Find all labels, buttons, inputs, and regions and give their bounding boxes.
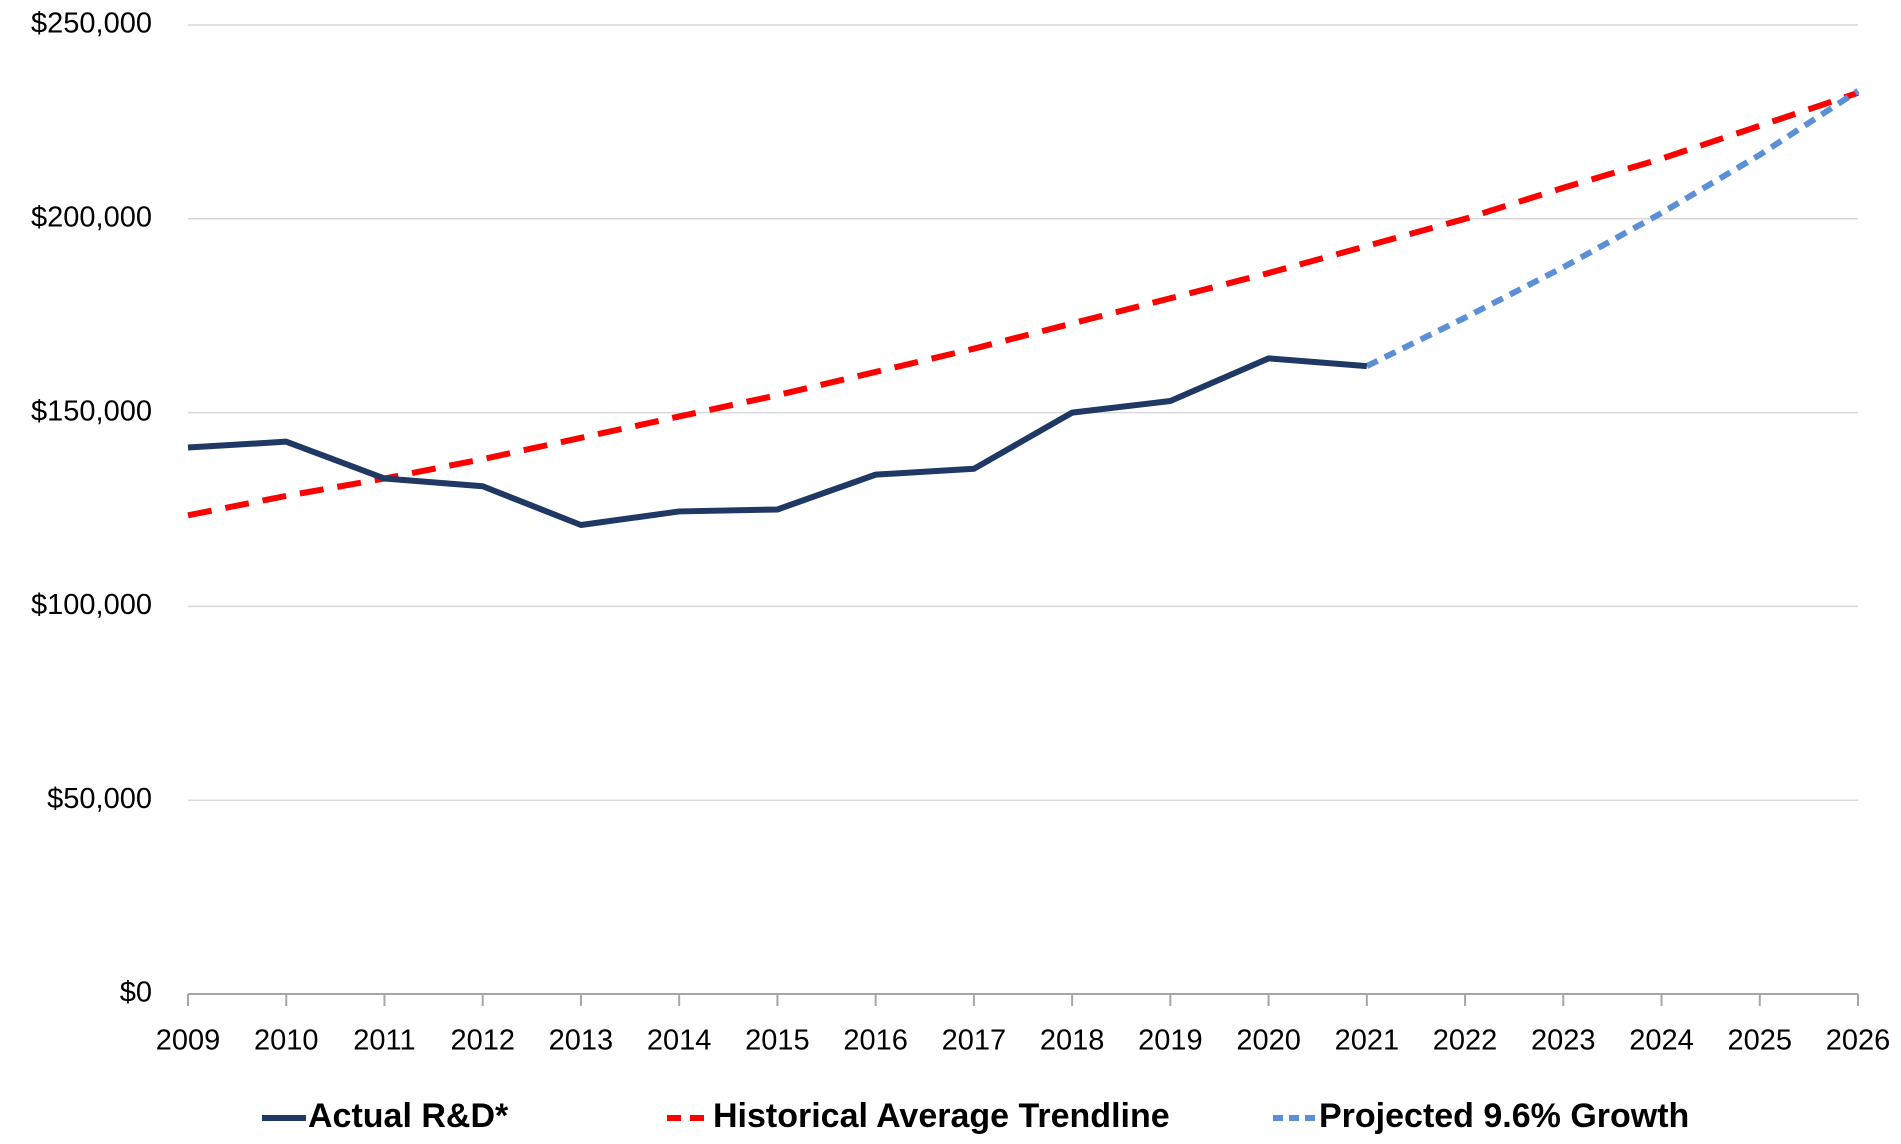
x-tick-label: 2026 bbox=[1826, 1025, 1891, 1057]
legend-label: Projected 9.6% Growth bbox=[1319, 1097, 1689, 1135]
x-tick-label: 2019 bbox=[1138, 1025, 1203, 1057]
y-tick-label: $0 bbox=[120, 977, 152, 1009]
x-tick-label: 2013 bbox=[549, 1025, 614, 1057]
series-line bbox=[187, 89, 1859, 519]
x-tick-label: 2016 bbox=[843, 1025, 908, 1057]
legend-label: Historical Average Trendline bbox=[713, 1097, 1170, 1135]
y-tick-label: $200,000 bbox=[31, 201, 152, 233]
x-tick-label: 2021 bbox=[1335, 1025, 1400, 1057]
x-tick-label: 2023 bbox=[1531, 1025, 1596, 1057]
y-tick-label: $100,000 bbox=[31, 589, 152, 621]
y-tick-label: $150,000 bbox=[31, 395, 152, 427]
x-tick-label: 2015 bbox=[745, 1025, 810, 1057]
x-tick-label: 2024 bbox=[1629, 1025, 1694, 1057]
x-tick-label: 2018 bbox=[1040, 1025, 1105, 1057]
x-tick-label: 2022 bbox=[1433, 1025, 1498, 1057]
y-tick-label: $250,000 bbox=[31, 8, 152, 40]
legend-label: Actual R&D* bbox=[308, 1097, 509, 1135]
series-line bbox=[1365, 88, 1860, 369]
x-tick-label: 2014 bbox=[647, 1025, 712, 1057]
x-tick-label: 2010 bbox=[254, 1025, 319, 1057]
x-tick-label: 2020 bbox=[1236, 1025, 1301, 1057]
x-tick-label: 2009 bbox=[156, 1025, 221, 1057]
x-tick-label: 2012 bbox=[450, 1025, 515, 1057]
x-tick-label: 2025 bbox=[1728, 1025, 1793, 1057]
series-line bbox=[187, 355, 1368, 529]
x-tick-label: 2017 bbox=[942, 1025, 1007, 1057]
x-tick-label: 2011 bbox=[353, 1025, 415, 1057]
y-tick-label: $50,000 bbox=[47, 783, 152, 815]
